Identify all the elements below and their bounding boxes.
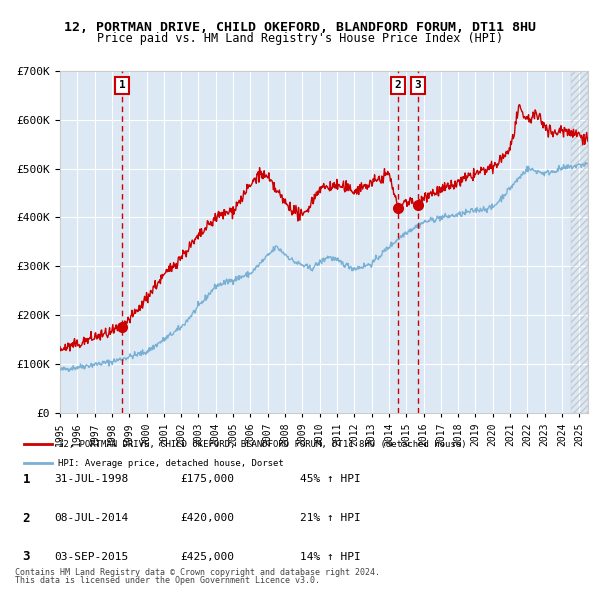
Text: 08-JUL-2014: 08-JUL-2014: [54, 513, 128, 523]
Text: 2: 2: [395, 80, 401, 90]
Text: £425,000: £425,000: [180, 552, 234, 562]
Text: 3: 3: [23, 550, 30, 563]
Text: This data is licensed under the Open Government Licence v3.0.: This data is licensed under the Open Gov…: [15, 576, 320, 585]
Text: 21% ↑ HPI: 21% ↑ HPI: [300, 513, 361, 523]
Text: 03-SEP-2015: 03-SEP-2015: [54, 552, 128, 562]
Text: Contains HM Land Registry data © Crown copyright and database right 2024.: Contains HM Land Registry data © Crown c…: [15, 568, 380, 577]
Text: 12, PORTMAN DRIVE, CHILD OKEFORD, BLANDFORD FORUM, DT11 8HU (detached house): 12, PORTMAN DRIVE, CHILD OKEFORD, BLANDF…: [58, 440, 467, 449]
Text: £420,000: £420,000: [180, 513, 234, 523]
Text: 3: 3: [415, 80, 421, 90]
Text: 1: 1: [119, 80, 125, 90]
Text: £175,000: £175,000: [180, 474, 234, 484]
Text: 31-JUL-1998: 31-JUL-1998: [54, 474, 128, 484]
Text: 12, PORTMAN DRIVE, CHILD OKEFORD, BLANDFORD FORUM, DT11 8HU: 12, PORTMAN DRIVE, CHILD OKEFORD, BLANDF…: [64, 21, 536, 34]
Text: 14% ↑ HPI: 14% ↑ HPI: [300, 552, 361, 562]
Text: 45% ↑ HPI: 45% ↑ HPI: [300, 474, 361, 484]
Text: Price paid vs. HM Land Registry's House Price Index (HPI): Price paid vs. HM Land Registry's House …: [97, 32, 503, 45]
Text: HPI: Average price, detached house, Dorset: HPI: Average price, detached house, Dors…: [58, 458, 284, 467]
Text: 1: 1: [23, 473, 30, 486]
Text: 2: 2: [23, 512, 30, 525]
